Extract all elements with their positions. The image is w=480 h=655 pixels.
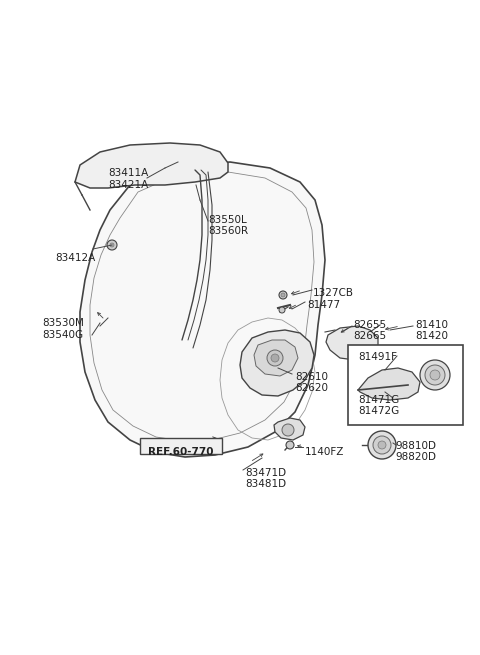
Text: 81477: 81477	[307, 300, 340, 310]
Text: 1327CB: 1327CB	[313, 288, 354, 298]
Polygon shape	[254, 340, 298, 376]
Text: 82665: 82665	[353, 331, 386, 341]
Polygon shape	[274, 418, 305, 440]
Polygon shape	[240, 330, 314, 396]
Circle shape	[279, 307, 285, 313]
Polygon shape	[75, 143, 228, 188]
Circle shape	[267, 350, 283, 366]
Polygon shape	[358, 368, 420, 400]
Text: 98820D: 98820D	[395, 452, 436, 462]
Circle shape	[373, 436, 391, 454]
Circle shape	[430, 370, 440, 380]
Polygon shape	[80, 162, 325, 457]
Text: REF.60-770: REF.60-770	[148, 447, 214, 457]
Text: 82610: 82610	[295, 372, 328, 382]
Text: 81420: 81420	[415, 331, 448, 341]
Circle shape	[368, 431, 396, 459]
Circle shape	[110, 243, 114, 247]
Text: 81410: 81410	[415, 320, 448, 330]
Text: 81471G: 81471G	[358, 395, 399, 405]
Circle shape	[281, 293, 285, 297]
Text: 83560R: 83560R	[208, 226, 248, 236]
Text: 83540G: 83540G	[42, 330, 83, 340]
Circle shape	[271, 354, 279, 362]
Bar	[140, 438, 222, 454]
Text: 83550L: 83550L	[208, 215, 247, 225]
Text: 83421A: 83421A	[108, 180, 148, 190]
Circle shape	[279, 291, 287, 299]
Text: 83411A: 83411A	[108, 168, 148, 178]
Circle shape	[378, 441, 386, 449]
Circle shape	[107, 240, 117, 250]
Text: 81491F: 81491F	[358, 352, 397, 362]
Text: 82620: 82620	[295, 383, 328, 393]
Text: 81472G: 81472G	[358, 406, 399, 416]
Circle shape	[425, 365, 445, 385]
Bar	[348, 345, 463, 425]
Text: 98810D: 98810D	[395, 441, 436, 451]
Text: 1140FZ: 1140FZ	[305, 447, 344, 457]
Circle shape	[420, 360, 450, 390]
Text: 82655: 82655	[353, 320, 386, 330]
Circle shape	[282, 424, 294, 436]
Text: 83412A: 83412A	[55, 253, 95, 263]
Text: 83471D: 83471D	[245, 468, 286, 478]
Polygon shape	[326, 326, 378, 360]
Text: 83530M: 83530M	[42, 318, 84, 328]
Text: 83481D: 83481D	[245, 479, 286, 489]
Circle shape	[286, 441, 294, 449]
